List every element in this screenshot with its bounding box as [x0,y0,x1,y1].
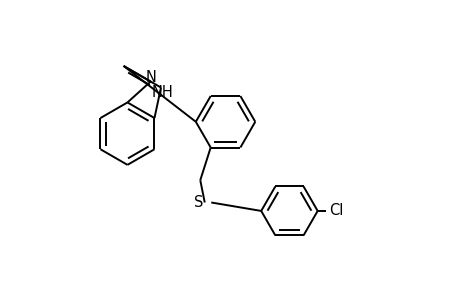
Text: N: N [146,70,157,85]
Text: S: S [193,195,202,210]
Text: NH: NH [151,85,173,100]
Text: Cl: Cl [329,203,343,218]
